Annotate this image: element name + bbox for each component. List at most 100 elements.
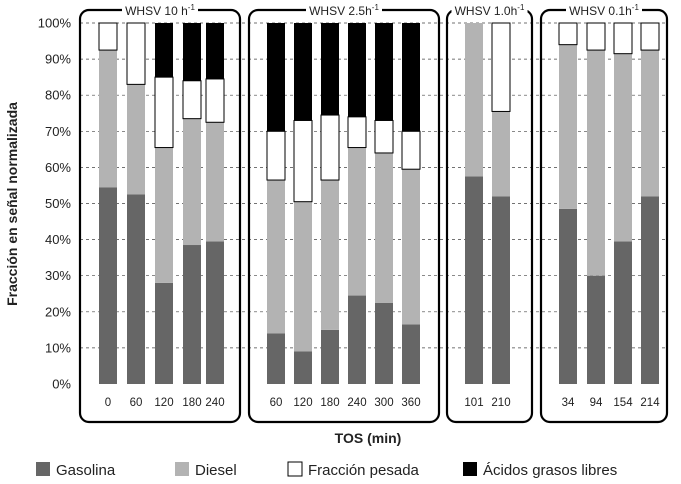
bar-segment (587, 50, 605, 276)
legend: Gasolina Diesel Fracción pesada Ácidos gras… (36, 461, 617, 479)
panel-title: WHSV 2.5h-1 (309, 3, 379, 18)
bar-segment (127, 194, 145, 384)
x-tick-label: 94 (590, 397, 603, 409)
bar-segment (267, 333, 285, 384)
bar-segment (321, 180, 339, 330)
bar-segment (492, 111, 510, 197)
bar-segment (126, 22, 146, 85)
bar-segment (614, 53, 632, 242)
bar-segment (294, 351, 312, 384)
panel-title-superscript: -1 (372, 3, 380, 12)
bar-segment (348, 23, 366, 117)
bar-segment (205, 78, 225, 123)
y-axis-ticks: 0% 10% 20% 30% 40% 50% 60% 70% 80% 90% 100% (38, 16, 72, 392)
legend-swatch (36, 462, 50, 476)
x-tick-label: 60 (270, 397, 283, 409)
bar-segment (641, 196, 659, 384)
bar-segment (154, 76, 174, 149)
bar-segment (348, 147, 366, 296)
bar-segment (321, 23, 339, 116)
x-tick-label: 240 (347, 397, 366, 409)
panel-title-superscript: -1 (517, 3, 525, 12)
x-tick-label: 0 (105, 397, 111, 409)
bar-segment (375, 152, 393, 303)
legend-label: Fracción pesada (308, 462, 420, 479)
panel-title-background (122, 2, 198, 17)
panel: 34 94 154 214 WHSV 0.1h-1 (539, 2, 669, 424)
bar-segment (375, 302, 393, 384)
bar-segment (98, 22, 118, 51)
bar-segment (402, 169, 420, 325)
bar-segment (375, 23, 393, 121)
y-tick-label: 30% (45, 268, 71, 283)
bar-segment (155, 282, 173, 384)
bar-segment (559, 208, 577, 384)
y-tick-label: 10% (45, 340, 71, 355)
legend-swatch (287, 461, 303, 477)
bar-segment (465, 176, 483, 384)
bar-segment (182, 80, 202, 120)
bar-segment (402, 23, 420, 132)
x-axis-label: TOS (min) (335, 430, 402, 446)
panel-title-background (451, 2, 528, 17)
legend-label: Diesel (195, 462, 237, 479)
bar-segment (587, 275, 605, 384)
bar-segment (640, 22, 660, 51)
x-tick-label: 34 (562, 397, 575, 409)
bar-segment (183, 118, 201, 246)
panel-title-background (566, 2, 642, 17)
bar-segment (183, 23, 201, 81)
bar-segment (155, 147, 173, 283)
bar-segment (613, 22, 633, 55)
bar-segment (206, 122, 224, 242)
y-axis-label: Fracción en señal normalizada (4, 102, 20, 306)
bar-segment (641, 50, 659, 197)
bar-segment (491, 22, 511, 112)
bar-segment (267, 23, 285, 132)
y-tick-label: 60% (45, 160, 71, 175)
bar-segment (206, 241, 224, 384)
x-tick-label: 180 (182, 397, 201, 409)
y-tick-label: 90% (45, 52, 71, 67)
panel-title: WHSV 10 h-1 (125, 3, 195, 18)
bar-segment (614, 241, 632, 384)
y-tick-label: 40% (45, 232, 71, 247)
bar-segment (206, 23, 224, 79)
legend-swatch (463, 462, 477, 476)
bar-segment (320, 114, 340, 181)
bar-segment (294, 201, 312, 352)
bar-segment (559, 44, 577, 209)
bar-segment (321, 329, 339, 384)
panel-title-superscript: -1 (632, 3, 640, 12)
legend-swatch (175, 462, 189, 476)
panel-title: WHSV 1.0h-1 (455, 3, 525, 18)
bar-segment (99, 187, 117, 384)
x-tick-label: 120 (293, 397, 312, 409)
y-tick-label: 20% (45, 304, 71, 319)
x-tick-label: 360 (401, 397, 420, 409)
bar-segment (294, 23, 312, 121)
x-tick-label: 210 (491, 397, 510, 409)
y-tick-label: 50% (45, 196, 71, 211)
bar-segment (402, 324, 420, 384)
bar-segment (586, 22, 606, 51)
x-tick-label: 101 (464, 397, 483, 409)
grid-layer (80, 22, 667, 349)
x-tick-label: 60 (130, 397, 143, 409)
x-tick-label: 154 (613, 397, 633, 409)
panel: 0 60 120 180 240 WHSV 10 h-1 (78, 2, 242, 424)
y-tick-label: 100% (38, 16, 72, 31)
panel: 101 210 WHSV 1.0h-1 (445, 2, 534, 424)
y-tick-label: 80% (45, 88, 71, 103)
bar-segment (293, 119, 313, 203)
bar-segment (347, 116, 367, 149)
panel-title: WHSV 0.1h-1 (569, 3, 639, 18)
x-tick-label: 180 (320, 397, 339, 409)
bar-segment (492, 196, 510, 384)
y-tick-label: 0% (52, 377, 71, 392)
bar-segment (348, 295, 366, 384)
panel-frame (445, 8, 534, 424)
bar-segment (267, 180, 285, 334)
legend-label: Ácidos grasos libres (483, 462, 617, 479)
